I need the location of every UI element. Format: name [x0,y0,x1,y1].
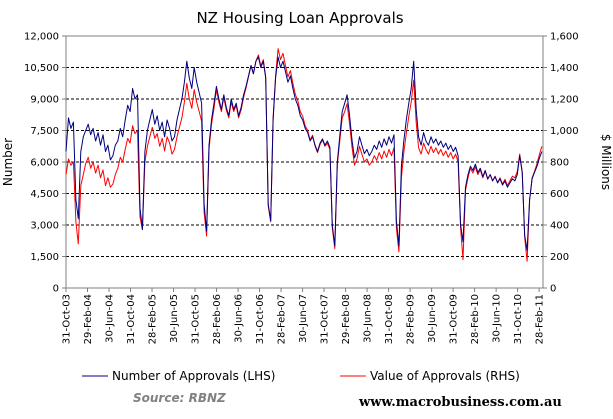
source-note: Source: RBNZ [133,391,226,405]
x-tick-label: 28-Feb-10 [470,294,481,344]
x-tick-label: 30-Jun-05 [169,294,180,343]
left-tick-label: 1,500 [30,252,59,263]
left-tick-label: 4,500 [30,189,59,200]
left-tick-label: 12,000 [24,32,59,43]
x-tick-label: 31-Oct-10 [513,294,524,344]
x-tick-label: 28-Feb-09 [406,294,417,344]
x-tick-label: 31-Oct-05 [191,294,202,344]
x-tick-label: 29-Feb-08 [341,294,352,344]
series-line-value-of-approvals [65,48,543,262]
x-axis-ticks: 31-Oct-03 29-Feb-04 30-Jun-04 31-Oct-04 28-F… [62,288,546,344]
right-tick-label: 1,400 [550,63,579,74]
x-tick-label: 29-Feb-04 [83,294,94,344]
x-tick-label: 28-Feb-07 [277,294,288,344]
x-tick-label: 31-Oct-07 [320,294,331,344]
right-tick-label: 800 [550,158,569,169]
x-tick-label: 30-Jun-04 [105,294,116,343]
right-tick-label: 1,600 [550,32,579,43]
x-tick-label: 28-Feb-11 [535,294,546,344]
left-tick-label: 10,500 [24,63,59,74]
legend-label-value: Value of Approvals (RHS) [370,369,520,383]
chart-title: NZ Housing Loan Approvals [196,9,403,27]
left-tick-label: 9,000 [30,95,59,106]
legend: Number of Approvals (LHS) Value of Appro… [82,369,520,383]
x-tick-label: 31-Oct-06 [255,294,266,344]
left-axis-label: Number [1,138,15,186]
x-tick-label: 30-Jun-06 [234,294,245,343]
series-lines [65,48,543,262]
series-line-number-of-approvals [65,56,543,251]
x-tick-label: 31-Oct-04 [126,294,137,344]
left-axis-ticks: 0 1,500 3,000 4,500 6,000 7,500 9,000 10,500 12,… [24,32,66,295]
site-credit: www.macrobusiness.com.au [358,395,562,410]
x-tick-label: 31-Oct-03 [62,294,73,344]
x-tick-label: 28-Feb-05 [148,294,159,344]
x-tick-label: 30-Jun-08 [363,294,374,343]
legend-label-number: Number of Approvals (LHS) [112,369,275,383]
left-tick-label: 6,000 [30,158,59,169]
left-tick-label: 7,500 [30,126,59,137]
left-tick-label: 0 [53,284,59,295]
x-tick-label: 31-Oct-08 [384,294,395,344]
x-tick-label: 31-Oct-09 [449,294,460,344]
right-tick-label: 600 [550,189,569,200]
right-tick-label: 1,200 [550,95,579,106]
right-axis-label: $ Millions [599,134,613,190]
left-tick-label: 3,000 [30,221,59,232]
right-tick-label: 1,000 [550,126,579,137]
right-tick-label: 200 [550,252,569,263]
right-axis-ticks: 0 200 400 600 800 1,000 1,200 1,400 1,600 [543,32,579,295]
x-tick-label: 28-Feb-06 [212,294,223,344]
x-tick-label: 30-Jun-07 [298,294,309,343]
right-tick-label: 0 [550,284,556,295]
x-tick-label: 30-Jun-09 [427,294,438,343]
x-tick-label: 30-Jun-10 [492,294,503,343]
right-tick-label: 400 [550,221,569,232]
